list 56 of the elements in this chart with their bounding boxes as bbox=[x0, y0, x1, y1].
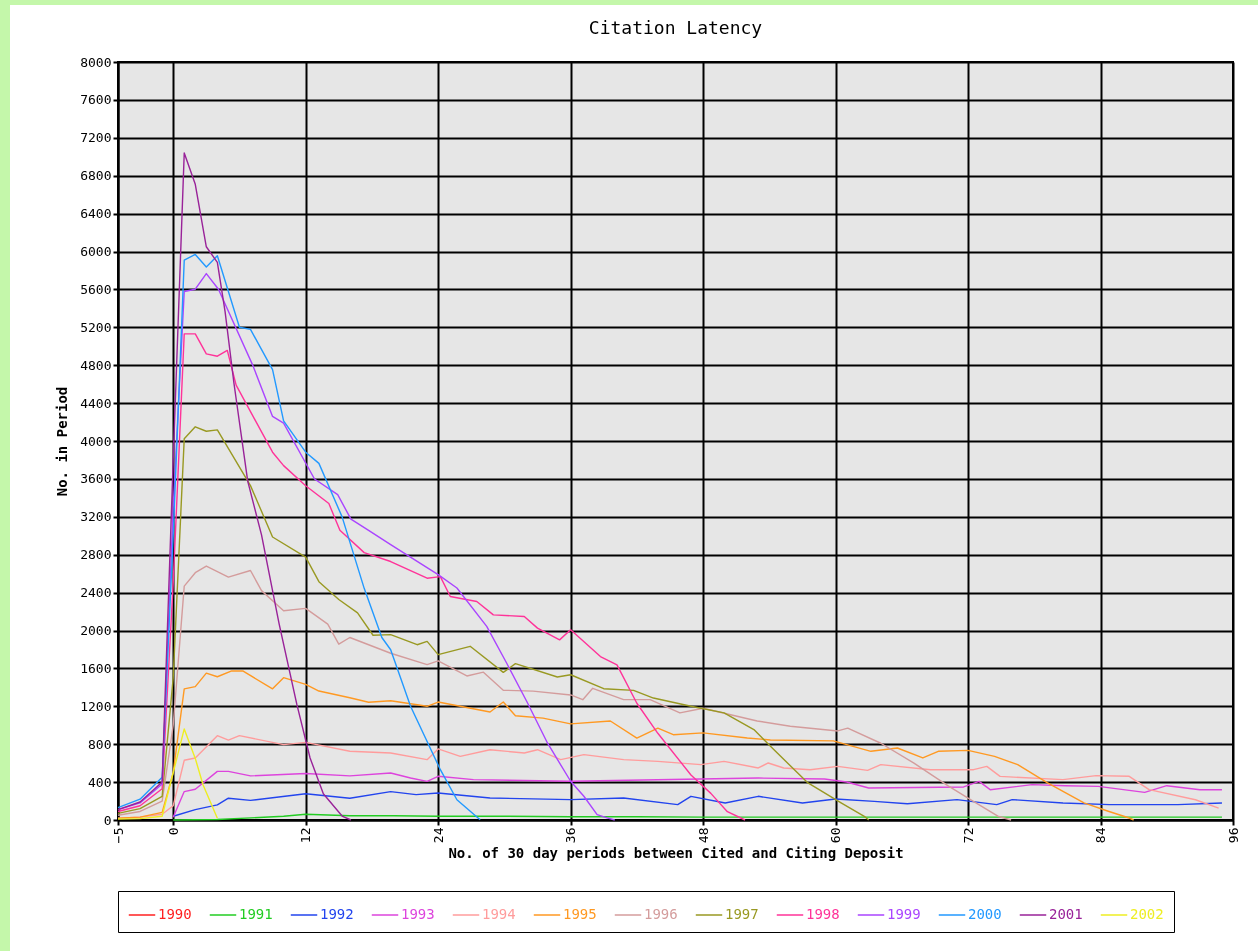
y-tick-label: 4800 bbox=[80, 357, 112, 373]
line-series bbox=[117, 253, 481, 821]
line-series bbox=[117, 670, 1135, 821]
x-tick-label: 12 bbox=[298, 827, 314, 844]
y-tick-label: 0 bbox=[103, 812, 112, 828]
y-tick-label: 8000 bbox=[80, 54, 112, 70]
y-tick-label: 400 bbox=[88, 774, 112, 790]
y-tick-label: 1600 bbox=[80, 660, 112, 676]
line-series bbox=[117, 565, 1012, 821]
x-tick-label: 60 bbox=[828, 827, 844, 844]
y-tick-label: 6800 bbox=[80, 168, 112, 184]
legend-label: 1999 bbox=[887, 906, 921, 922]
y-tick-label: 6400 bbox=[80, 206, 112, 222]
x-tick-label: 48 bbox=[695, 827, 711, 844]
x-tick-label: −5 bbox=[110, 827, 126, 844]
legend-label: 1996 bbox=[644, 906, 678, 922]
legend-label: 1998 bbox=[806, 906, 840, 922]
legend-label: 2001 bbox=[1049, 906, 1083, 922]
y-tick-label: 5200 bbox=[80, 319, 112, 335]
legend-label: 2000 bbox=[968, 906, 1002, 922]
y-tick-label: 5600 bbox=[80, 281, 112, 297]
x-tick-label: 72 bbox=[960, 827, 976, 844]
line-series bbox=[117, 333, 746, 821]
x-tick-label: 96 bbox=[1225, 827, 1241, 844]
line-series bbox=[117, 152, 352, 821]
line-series bbox=[117, 426, 870, 821]
y-tick-label: 7200 bbox=[80, 130, 112, 146]
legend-label: 1994 bbox=[482, 906, 516, 922]
legend-label: 1995 bbox=[563, 906, 597, 922]
y-tick-label: 800 bbox=[88, 736, 112, 752]
line-series bbox=[172, 770, 1223, 818]
y-tick-label: 1200 bbox=[80, 698, 112, 714]
chart-title: Citation Latency bbox=[588, 17, 763, 38]
legend-label: 1997 bbox=[725, 906, 759, 922]
legend-label: 1993 bbox=[401, 906, 435, 922]
y-tick-label: 7600 bbox=[80, 92, 112, 108]
legend-label: 2002 bbox=[1130, 906, 1164, 922]
line-series bbox=[117, 728, 219, 820]
x-tick-label: 0 bbox=[165, 827, 181, 836]
x-tick-label: 24 bbox=[430, 827, 446, 844]
x-tick-label: 36 bbox=[563, 827, 579, 844]
line-series bbox=[172, 790, 1223, 817]
legend-label: 1991 bbox=[239, 906, 273, 922]
legend-label: 1992 bbox=[320, 906, 354, 922]
y-tick-label: 3200 bbox=[80, 509, 112, 525]
y-tick-label: 4000 bbox=[80, 433, 112, 449]
x-tick-label: 84 bbox=[1093, 827, 1109, 844]
y-axis-title: No. in Period bbox=[54, 386, 71, 497]
y-tick-label: 2800 bbox=[80, 547, 112, 563]
y-tick-label: 4400 bbox=[80, 395, 112, 411]
y-tick-label: 2000 bbox=[80, 623, 112, 638]
y-tick-label: 6000 bbox=[80, 244, 112, 259]
y-tick-label: 2400 bbox=[80, 585, 112, 601]
y-tick-label: 3600 bbox=[80, 471, 112, 487]
x-axis-title: No. of 30 day periods between Cited and Citing Deposit bbox=[448, 845, 904, 862]
legend-label: 1990 bbox=[158, 906, 192, 922]
